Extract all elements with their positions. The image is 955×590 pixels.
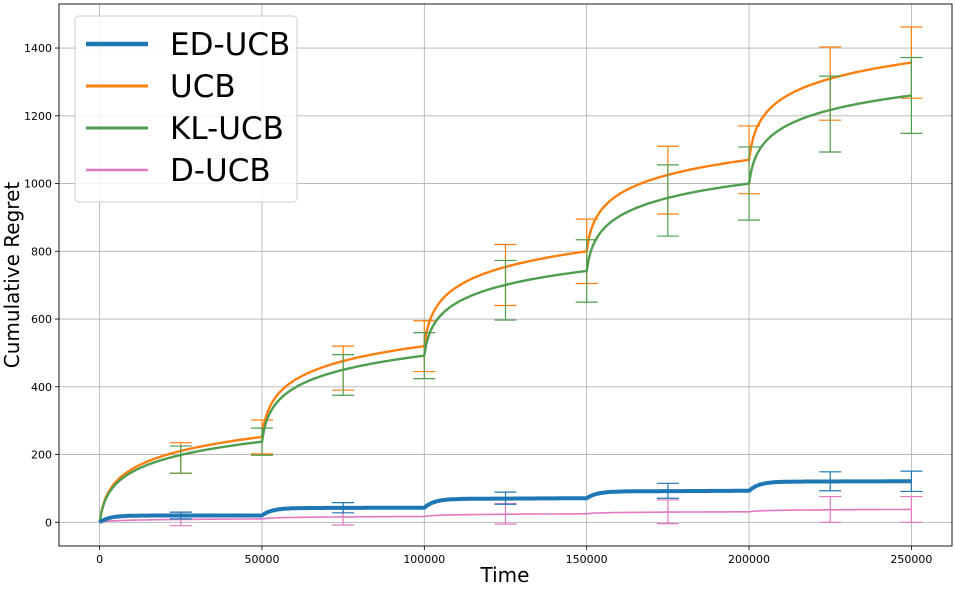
x-axis-title: Time (480, 563, 530, 587)
error-bar (250, 427, 273, 456)
axis-ticks: 0 50000 100000 150000 200000 250000 0 200 400 600… (24, 42, 932, 566)
y-tick-label: 1000 (24, 178, 52, 191)
legend-label: D-UCB (170, 153, 271, 189)
error-bar (656, 499, 679, 525)
error-bar (819, 75, 842, 153)
series-layer (98, 26, 923, 527)
error-bar (900, 56, 923, 135)
error-bar (169, 445, 192, 474)
y-axis-title: Cumulative Regret (0, 182, 24, 369)
y-tick-label: 800 (31, 245, 52, 258)
x-tick-label: 150000 (566, 553, 608, 566)
legend-frame (74, 15, 298, 203)
legend-label: UCB (170, 69, 236, 105)
y-tick-label: 1400 (24, 42, 52, 55)
error-bar (656, 164, 679, 237)
error-bar (900, 495, 923, 523)
error-bar (332, 354, 355, 396)
series-d-ucb (99, 495, 923, 527)
series-ed-ucb (98, 470, 923, 524)
legend-item-kl-ucb: KL-UCB (86, 111, 284, 147)
legend-item-d-ucb: D-UCB (86, 153, 271, 189)
legend: ED-UCB UCB KL-UCB D-UCB (74, 15, 298, 203)
legend-item-ucb: UCB (86, 69, 236, 105)
error-bar (413, 331, 436, 380)
y-tick-label: 0 (45, 516, 52, 529)
legend-label: KL-UCB (170, 111, 284, 147)
x-tick-label: 50000 (244, 553, 279, 566)
error-bar (494, 259, 517, 321)
x-tick-label: 100000 (403, 553, 445, 566)
error-bar (738, 146, 761, 221)
error-bar (575, 239, 598, 303)
plot-frame (58, 3, 953, 547)
x-tick-label: 200000 (728, 553, 770, 566)
legend-item-ed-ucb: ED-UCB (86, 27, 290, 63)
error-bar (819, 495, 842, 523)
legend-items: ED-UCB UCB KL-UCB D-UCB (86, 27, 290, 189)
legend-label: ED-UCB (170, 27, 290, 63)
y-tick-label: 600 (31, 313, 52, 326)
y-tick-label: 400 (31, 381, 52, 394)
error-bar (494, 491, 517, 505)
y-tick-label: 1200 (24, 110, 52, 123)
error-bar (900, 470, 923, 493)
x-tick-label: 0 (96, 553, 103, 566)
error-bar (819, 471, 842, 492)
x-tick-label: 250000 (890, 553, 932, 566)
error-bar (169, 511, 192, 520)
error-bar (656, 482, 679, 499)
y-tick-label: 200 (31, 449, 52, 462)
series-kl-ucb (98, 56, 923, 523)
error-bar (332, 502, 355, 514)
